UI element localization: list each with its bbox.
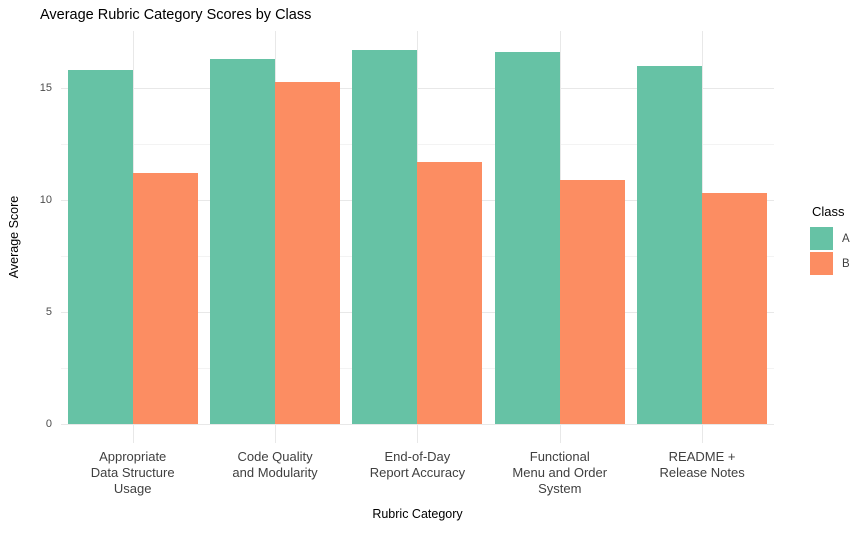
- x-tick-label-0: Appropriate Data Structure Usage: [61, 449, 205, 497]
- x-tick-label-line: Usage: [113, 481, 152, 496]
- legend-item-B: B: [810, 252, 850, 275]
- bar-A-4: [637, 65, 703, 424]
- x-tick-label-line: Appropriate: [99, 449, 167, 464]
- x-tick-label-line: Report Accuracy: [369, 465, 466, 480]
- x-tick-label-2: End-of-Day Report Accuracy: [345, 449, 489, 481]
- x-tick-label-line: README +: [668, 449, 736, 464]
- x-tick-label-line: Release Notes: [659, 465, 745, 480]
- bar-B-0: [132, 173, 198, 424]
- bar-A-1: [210, 59, 276, 424]
- legend-label-B: B: [842, 257, 850, 270]
- y-tick-label-15: 15: [39, 82, 52, 95]
- x-tick-label-4: README + Release Notes: [630, 449, 774, 481]
- bar-B-1: [275, 81, 341, 424]
- bar-A-3: [494, 52, 560, 424]
- y-tick-label-5: 5: [45, 306, 52, 319]
- legend-label-A: A: [842, 232, 850, 245]
- bar-A-2: [352, 50, 418, 424]
- legend-swatch-B: [810, 252, 833, 275]
- chart-title: Average Rubric Category Scores by Class: [40, 7, 312, 23]
- bar-B-3: [559, 180, 625, 424]
- bar-A-0: [67, 70, 133, 424]
- legend-item-A: A: [810, 227, 850, 250]
- x-tick-label-1: Code Quality and Modularity: [203, 449, 347, 481]
- x-tick-label-line: System: [538, 481, 582, 496]
- x-tick-label-line: Menu and Order: [512, 465, 608, 480]
- plot-area: [61, 31, 774, 443]
- x-tick-label-line: Functional: [529, 449, 590, 464]
- legend-title: Class: [812, 204, 845, 219]
- x-tick-label-line: and Modularity: [232, 465, 318, 480]
- y-tick-label-10: 10: [39, 194, 52, 207]
- x-tick-label-line: Code Quality: [237, 449, 313, 464]
- y-axis-title: Average Score: [7, 195, 21, 279]
- x-tick-label-line: End-of-Day: [384, 449, 451, 464]
- x-tick-label-line: Data Structure: [90, 465, 175, 480]
- x-axis-title: Rubric Category: [372, 507, 463, 521]
- legend-swatch-A: [810, 227, 833, 250]
- x-tick-label-3: Functional Menu and Order System: [488, 449, 632, 497]
- y-tick-label-0: 0: [45, 418, 52, 430]
- bar-B-4: [702, 193, 768, 424]
- bar-B-2: [417, 162, 483, 424]
